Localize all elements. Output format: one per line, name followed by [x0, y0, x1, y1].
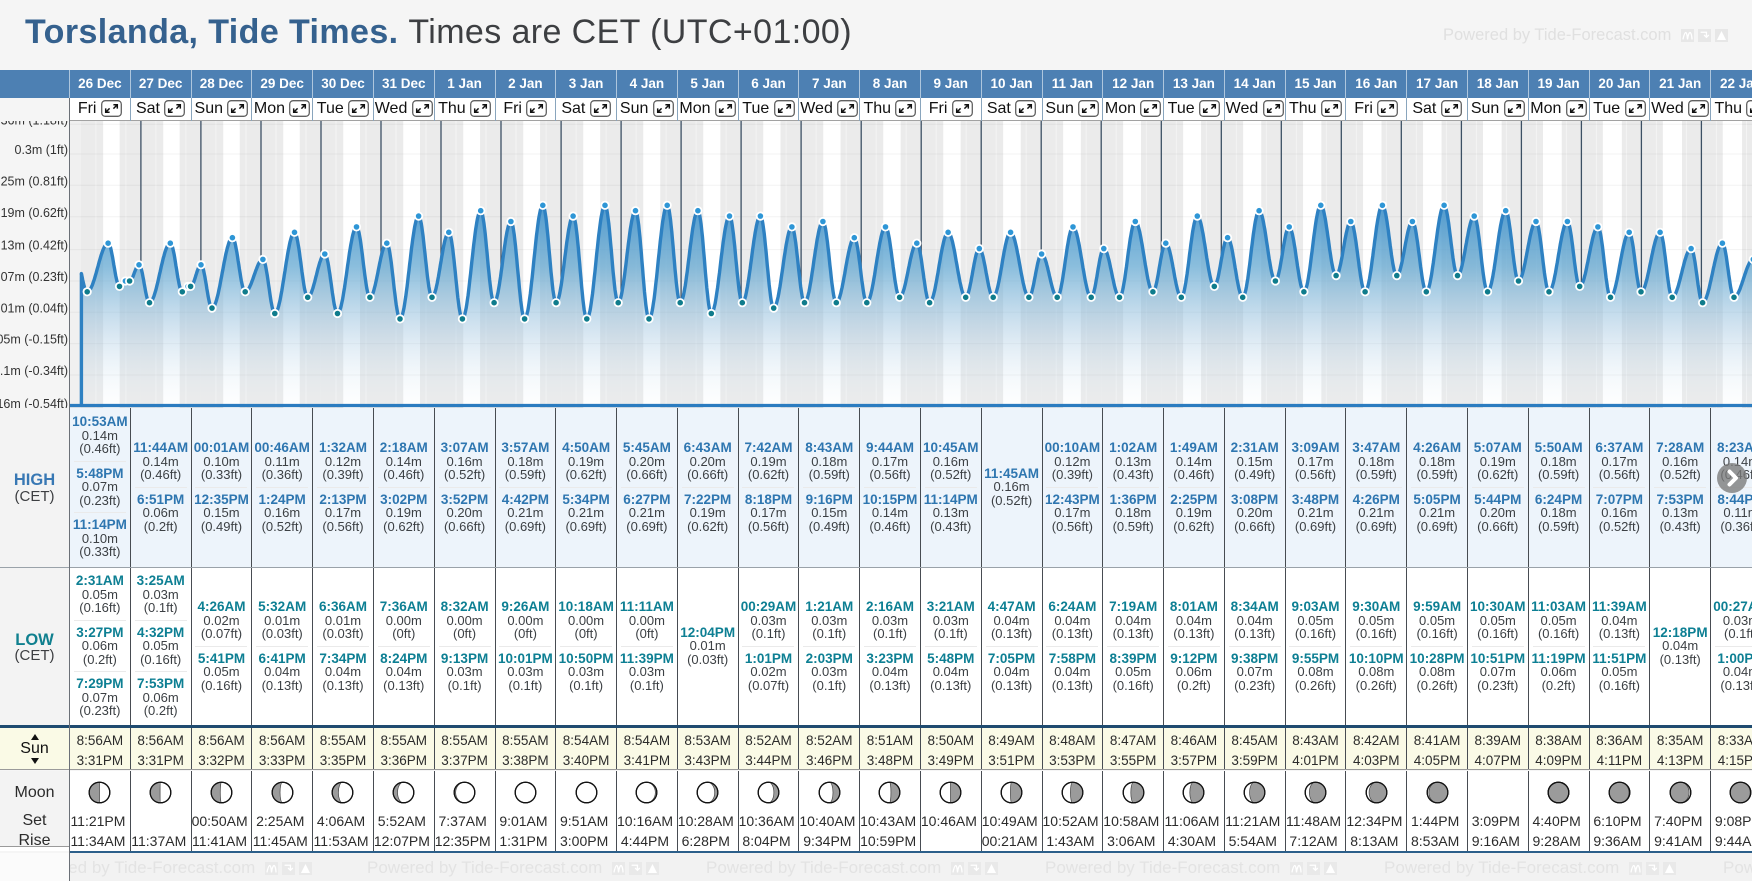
svg-text:0.01m (0.04ft): 0.01m (0.04ft)	[0, 301, 68, 315]
svg-text:-0.16m (-0.54ft): -0.16m (-0.54ft)	[0, 397, 68, 408]
svg-text:-0.1m (-0.34ft): -0.1m (-0.34ft)	[0, 364, 68, 378]
svg-text:-0.05m (-0.15ft): -0.05m (-0.15ft)	[0, 332, 68, 346]
svg-text:0.19m (0.62ft): 0.19m (0.62ft)	[0, 205, 68, 219]
svg-text:0.36m (1.18ft): 0.36m (1.18ft)	[0, 121, 68, 127]
svg-text:0.13m (0.42ft): 0.13m (0.42ft)	[0, 238, 68, 252]
svg-text:0.25m (0.81ft): 0.25m (0.81ft)	[0, 174, 68, 188]
svg-text:0.07m (0.23ft): 0.07m (0.23ft)	[0, 270, 68, 284]
svg-text:0.3m (1ft): 0.3m (1ft)	[15, 143, 69, 157]
